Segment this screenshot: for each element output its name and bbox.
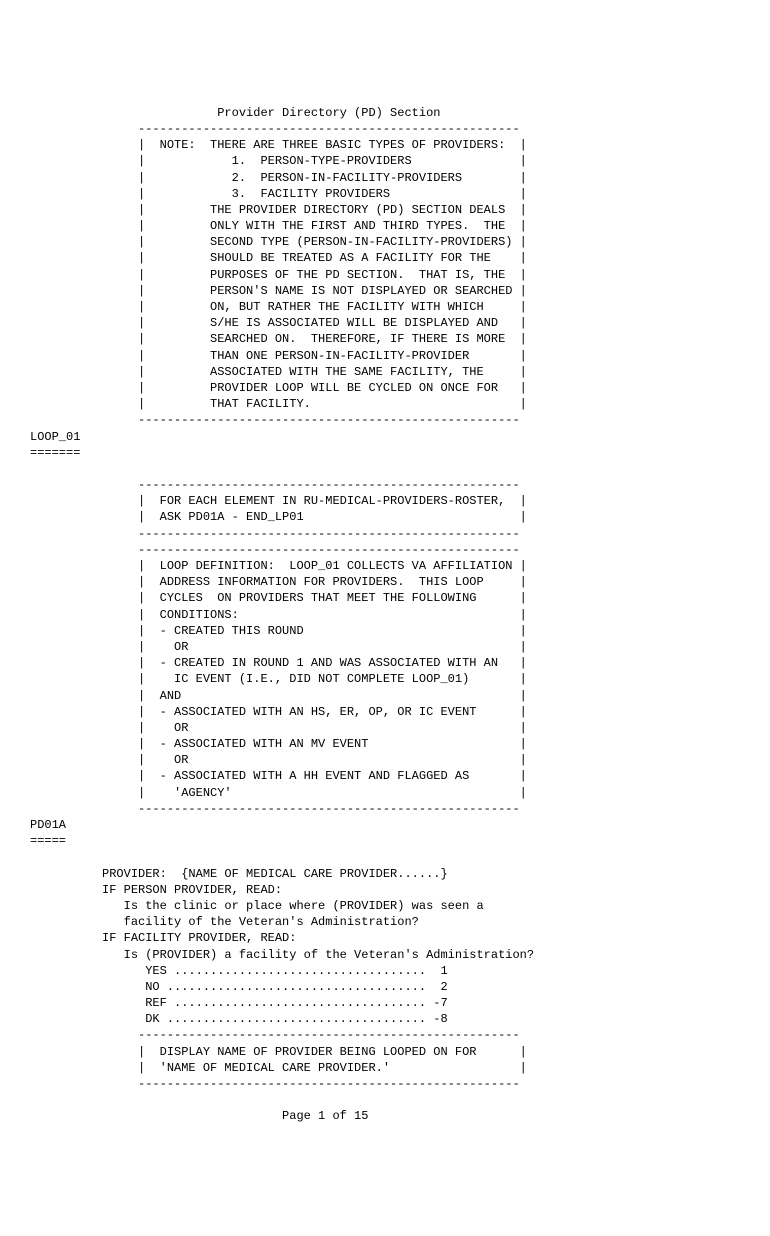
- box4-top-rule: ----------------------------------------…: [30, 1028, 520, 1042]
- pd01a-label: PD01A: [30, 818, 66, 832]
- box1-content: | NOTE: THERE ARE THREE BASIC TYPES OF P…: [30, 138, 527, 411]
- box2-bottom-rule: ----------------------------------------…: [30, 527, 520, 541]
- box3-bottom-rule: ----------------------------------------…: [30, 802, 520, 816]
- pd01a-underline: =====: [30, 834, 66, 848]
- box3-top-rule: ----------------------------------------…: [30, 543, 520, 557]
- box4-bottom-rule: ----------------------------------------…: [30, 1077, 520, 1091]
- title: Provider Directory (PD) Section: [30, 106, 440, 120]
- box3-content: | LOOP DEFINITION: LOOP_01 COLLECTS VA A…: [30, 559, 527, 800]
- box1-top-rule: ----------------------------------------…: [30, 122, 520, 136]
- box1-bottom-rule: ----------------------------------------…: [30, 413, 520, 427]
- loop01-label: LOOP_01: [30, 430, 80, 444]
- question-body: PROVIDER: {NAME OF MEDICAL CARE PROVIDER…: [30, 867, 534, 1027]
- box2-content: | FOR EACH ELEMENT IN RU-MEDICAL-PROVIDE…: [30, 494, 527, 524]
- box4-content: | DISPLAY NAME OF PROVIDER BEING LOOPED …: [30, 1045, 527, 1075]
- loop01-underline: =======: [30, 446, 80, 460]
- box2-top-rule: ----------------------------------------…: [30, 478, 520, 492]
- page-container: Provider Directory (PD) Section --------…: [30, 105, 740, 1125]
- page-footer: Page 1 of 15: [30, 1109, 368, 1123]
